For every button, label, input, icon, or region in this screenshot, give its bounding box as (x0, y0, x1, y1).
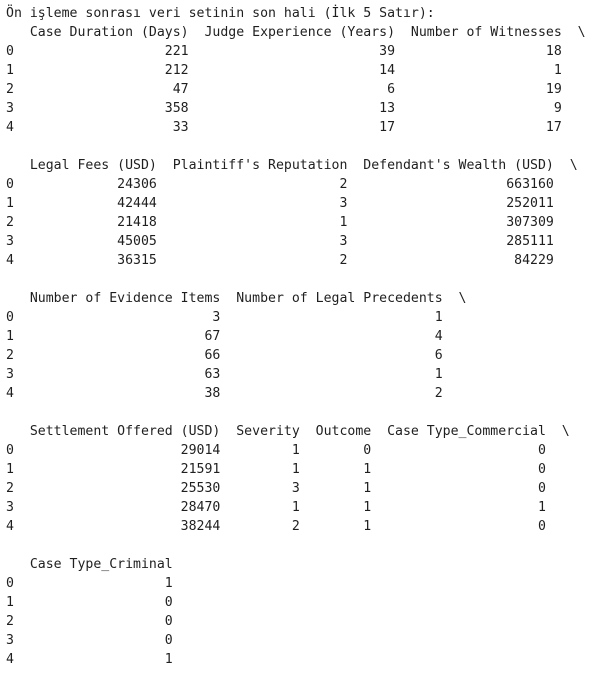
block1-header: Case Duration (Days) Judge Experience (Y… (6, 25, 586, 40)
block4-row-3: 3 28470 1 1 1 (6, 500, 570, 515)
block1-row-1: 1 212 14 1 (6, 63, 586, 78)
block3-header: Number of Evidence Items Number of Legal… (6, 291, 467, 306)
block4-row-2: 2 25530 3 1 0 (6, 481, 570, 496)
block5-row-0: 0 1 (6, 576, 189, 591)
block2-row-0: 0 24306 2 663160 (6, 177, 578, 192)
block1-row-3: 3 358 13 9 (6, 101, 586, 116)
block5-row-4: 4 1 (6, 652, 189, 667)
block5-header: Case Type_Criminal (6, 557, 189, 572)
block1-row-4: 4 33 17 17 (6, 120, 586, 135)
block3-row-4: 4 38 2 (6, 386, 467, 401)
block3-row-1: 1 67 4 (6, 329, 467, 344)
block4-row-1: 1 21591 1 1 0 (6, 462, 570, 477)
blank-line (6, 270, 614, 289)
output-title: Ön işleme sonrası veri setinin son hali … (6, 6, 435, 21)
block5-row-2: 2 0 (6, 614, 189, 629)
block5-row-1: 1 0 (6, 595, 189, 610)
block1-row-2: 2 47 6 19 (6, 82, 586, 97)
block2-row-2: 2 21418 1 307309 (6, 215, 578, 230)
block4-header: Settlement Offered (USD) Severity Outcom… (6, 424, 570, 439)
block2-row-4: 4 36315 2 84229 (6, 253, 578, 268)
block3-row-0: 0 3 1 (6, 310, 467, 325)
block3-row-2: 2 66 6 (6, 348, 467, 363)
block3-row-3: 3 63 1 (6, 367, 467, 382)
blank-line (6, 137, 614, 156)
block2-row-3: 3 45005 3 285111 (6, 234, 578, 249)
blank-line (6, 403, 614, 422)
block1-row-0: 0 221 39 18 (6, 44, 586, 59)
block2-header: Legal Fees (USD) Plaintiff's Reputation … (6, 158, 578, 173)
block4-row-0: 0 29014 1 0 0 (6, 443, 570, 458)
block4-row-4: 4 38244 2 1 0 (6, 519, 570, 534)
blank-line (6, 536, 614, 555)
block5-row-3: 3 0 (6, 633, 189, 648)
block2-row-1: 1 42444 3 252011 (6, 196, 578, 211)
